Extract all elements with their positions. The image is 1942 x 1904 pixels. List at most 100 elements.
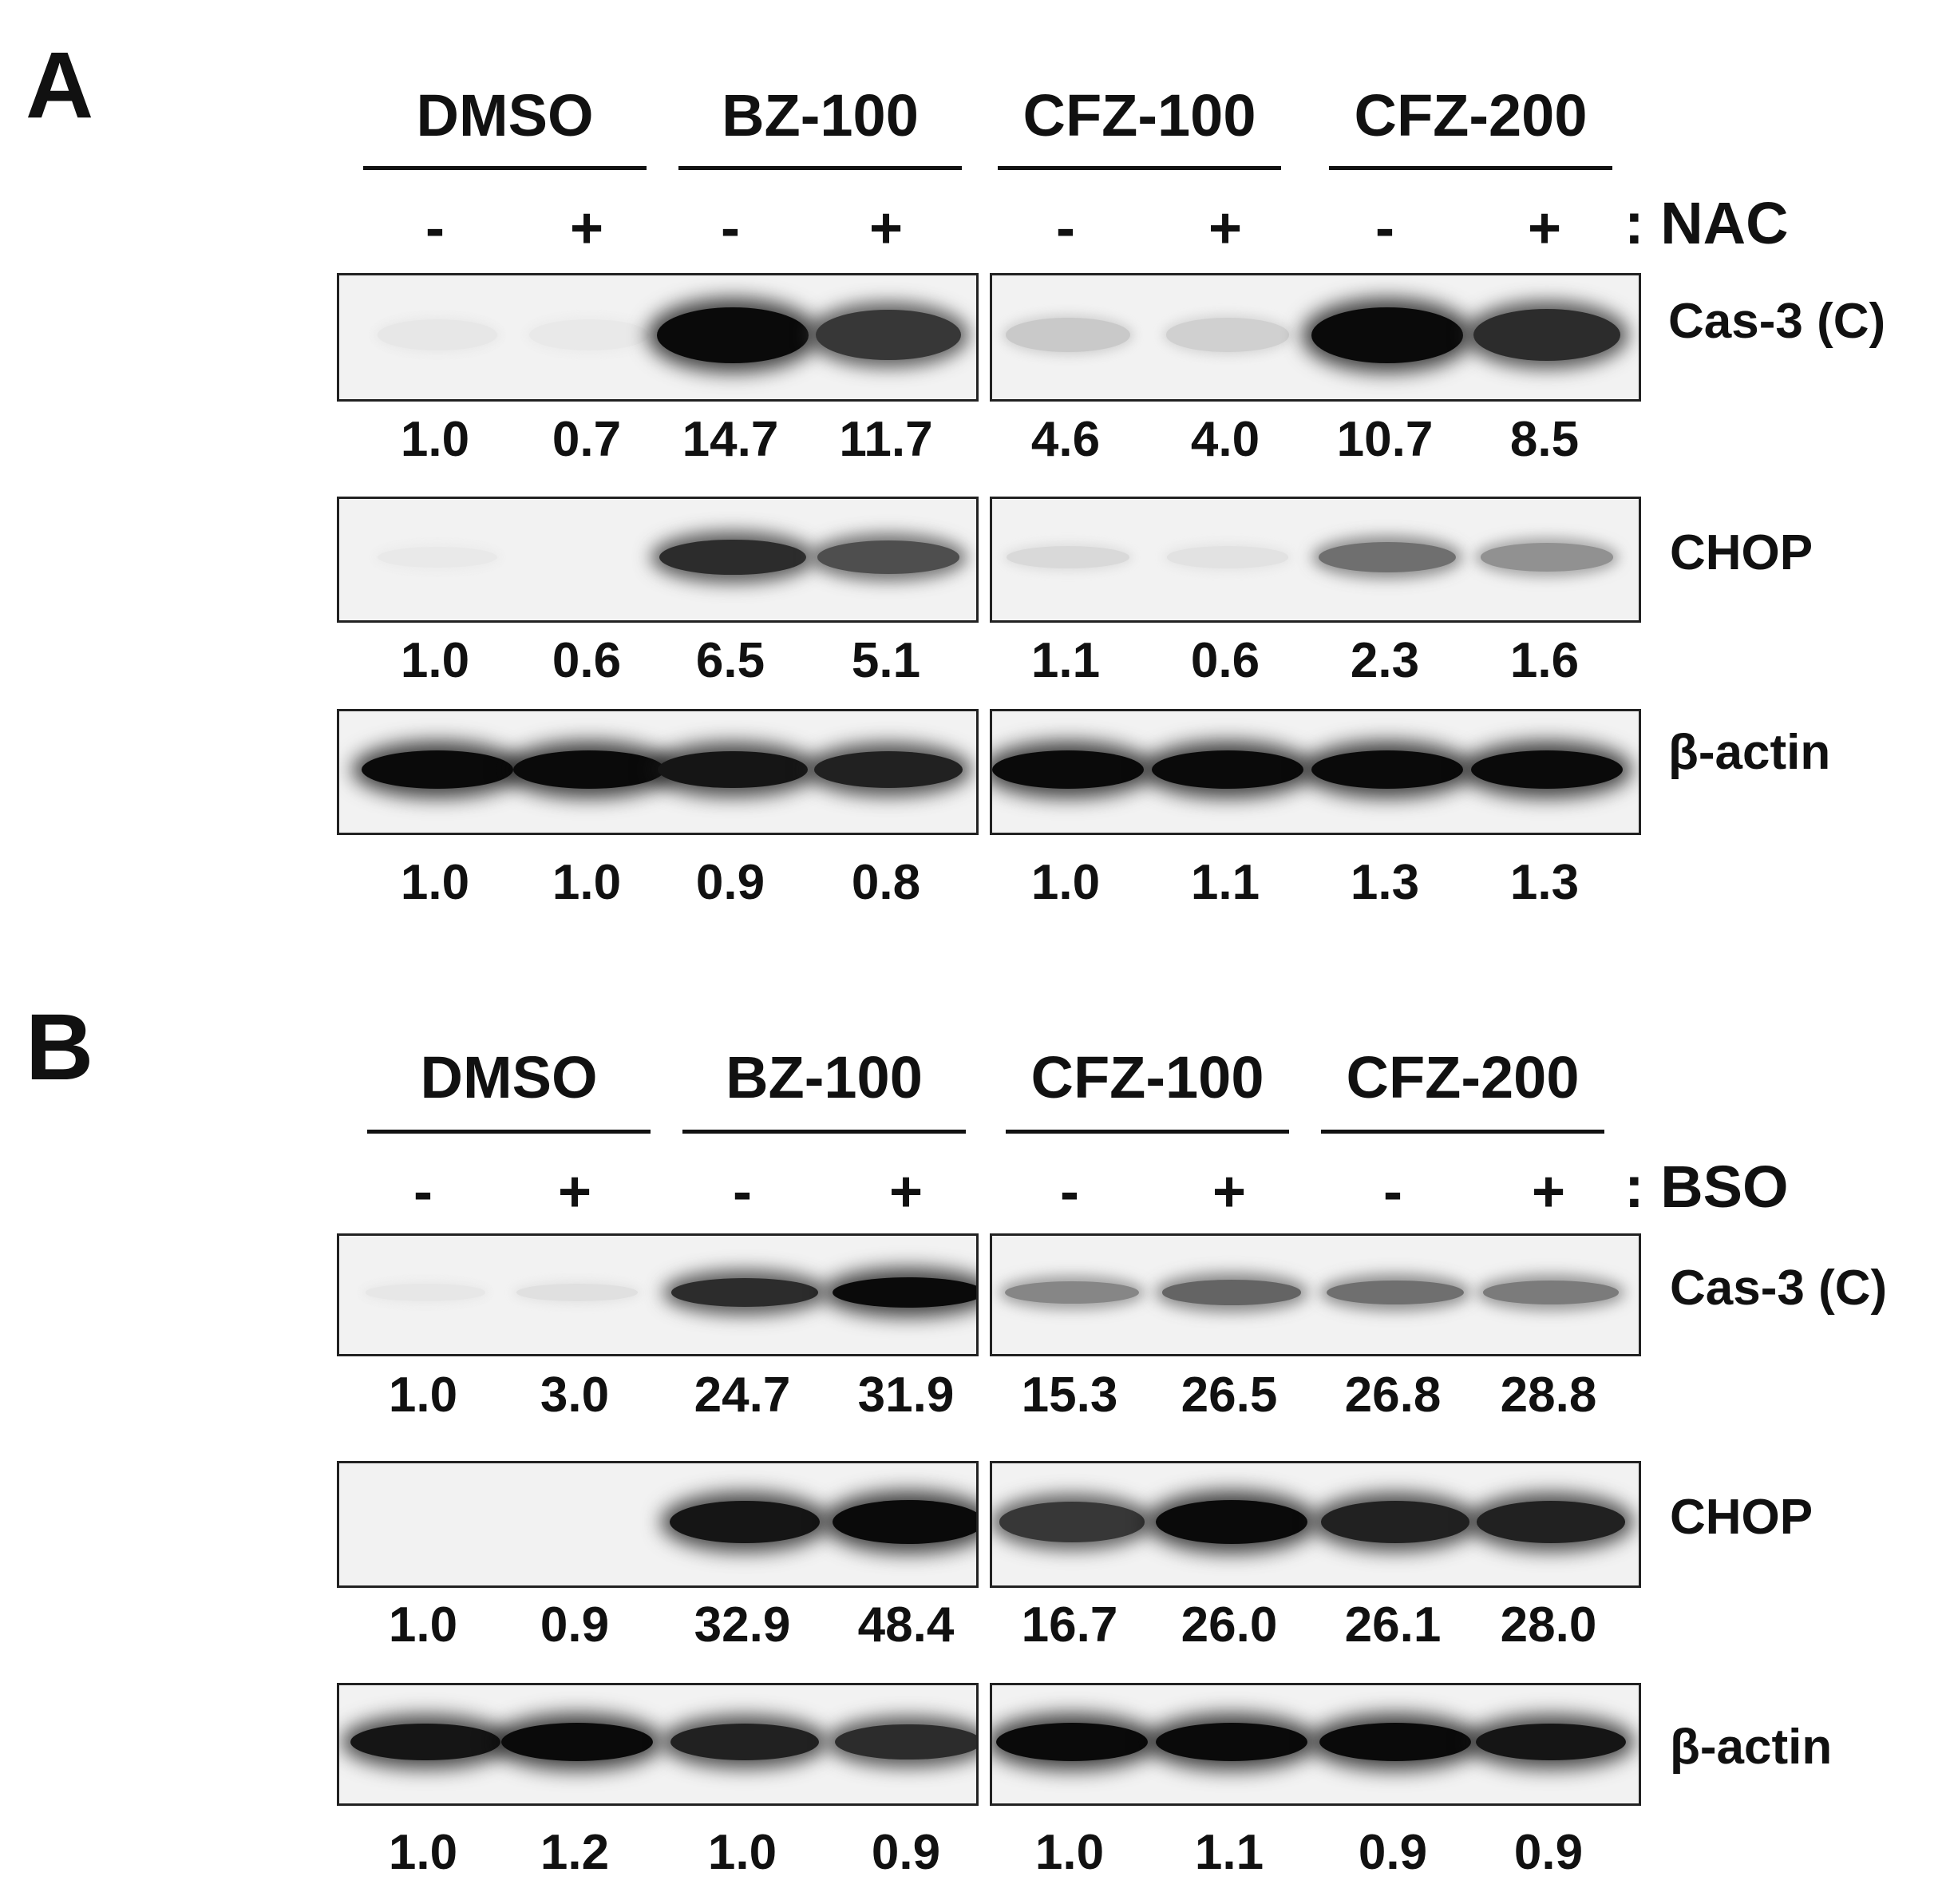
protein-band (516, 1284, 638, 1301)
blot-label: Cas-3 (C) (1670, 1261, 1888, 1316)
treatment-sign: + (1212, 1160, 1247, 1224)
protein-band (1165, 318, 1290, 352)
panel-letter: A (26, 33, 94, 138)
quantification-value: 0.6 (552, 633, 622, 688)
treatment-sign: - (425, 196, 445, 260)
protein-band (833, 1277, 976, 1308)
protein-band (1156, 1723, 1307, 1761)
quantification-value: 26.0 (1181, 1597, 1278, 1653)
protein-band (670, 1724, 819, 1760)
blot-membrane (337, 497, 979, 623)
treatment-sign: + (1208, 196, 1243, 260)
quantification-value: 2.3 (1350, 633, 1420, 688)
blot-membrane (990, 1461, 1641, 1588)
blot-membrane (990, 273, 1641, 402)
treatment-sign: - (413, 1160, 433, 1224)
treatment-label: : NAC (1624, 190, 1789, 256)
group-label: CFZ-200 (1354, 82, 1588, 148)
quantification-value: 1.2 (540, 1825, 610, 1880)
quantification-value: 14.7 (682, 412, 779, 467)
blot-membrane (990, 709, 1641, 835)
quantification-value: 1.0 (388, 1368, 458, 1423)
quantification-value: 1.0 (1034, 1825, 1105, 1880)
quantification-value: 1.0 (707, 1825, 777, 1880)
treatment-sign: - (721, 196, 740, 260)
quantification-value: 31.9 (857, 1368, 955, 1423)
protein-band (1319, 541, 1456, 573)
quantification-value: 1.1 (1030, 633, 1101, 688)
protein-band (1473, 308, 1620, 362)
quantification-value: 15.3 (1021, 1368, 1118, 1423)
group-underline (998, 166, 1281, 170)
group-label: CFZ-200 (1346, 1044, 1580, 1110)
quantification-value: 6.5 (695, 633, 765, 688)
quantification-value: 1.3 (1509, 855, 1580, 910)
protein-band (362, 750, 513, 789)
quantification-value: 10.7 (1336, 412, 1434, 467)
protein-band (1483, 1281, 1619, 1304)
treatment-sign: - (1383, 1160, 1402, 1224)
blot-membrane (337, 1683, 979, 1806)
quantification-value: 26.5 (1181, 1368, 1278, 1423)
quantification-value: 1.0 (388, 1597, 458, 1653)
protein-band (1162, 1280, 1301, 1305)
quantification-value: 0.9 (871, 1825, 941, 1880)
group-underline (678, 166, 962, 170)
quantification-value: 24.7 (694, 1368, 791, 1423)
treatment-sign: + (888, 1160, 924, 1224)
protein-band (816, 309, 961, 361)
blot-membrane (337, 273, 979, 402)
quantification-value: 1.0 (400, 412, 470, 467)
blot-membrane (337, 1461, 979, 1588)
treatment-sign: - (1375, 196, 1394, 260)
treatment-sign: - (1060, 1160, 1079, 1224)
group-underline (367, 1130, 651, 1134)
blot-membrane (990, 497, 1641, 623)
group-label: CFZ-100 (1030, 1044, 1264, 1110)
protein-band (1005, 1281, 1139, 1304)
protein-band (659, 539, 806, 576)
protein-band (817, 540, 959, 574)
protein-band (657, 307, 809, 363)
quantification-value: 0.9 (1358, 1825, 1428, 1880)
group-label: DMSO (416, 82, 594, 148)
quantification-value: 0.9 (540, 1597, 610, 1653)
quantification-value: 26.1 (1344, 1597, 1442, 1653)
protein-band (1156, 1500, 1307, 1544)
quantification-value: 1.0 (400, 633, 470, 688)
group-label: CFZ-100 (1022, 82, 1256, 148)
protein-band (1152, 750, 1303, 789)
group-underline (1321, 1130, 1604, 1134)
protein-band (1167, 546, 1288, 568)
blot-label: β-actin (1670, 1720, 1833, 1775)
group-label: DMSO (420, 1044, 598, 1110)
protein-band (513, 750, 665, 789)
quantification-value: 0.7 (552, 412, 622, 467)
protein-band (1006, 317, 1130, 353)
protein-band (992, 750, 1144, 789)
quantification-value: 11.7 (839, 412, 933, 467)
protein-band (835, 1724, 976, 1760)
quantification-value: 48.4 (857, 1597, 955, 1653)
group-underline (1006, 1130, 1289, 1134)
quantification-value: 4.6 (1030, 412, 1101, 467)
protein-band (377, 319, 498, 351)
protein-band (814, 751, 963, 788)
protein-band (999, 1502, 1145, 1542)
panel-b: B DMSO BZ-100 CFZ-100 CFZ-200 - + - + - + - +: BSO Ca… (0, 962, 1942, 1904)
protein-band (1007, 545, 1129, 569)
treatment-sign: + (1531, 1160, 1566, 1224)
quantification-value: 1.0 (388, 1825, 458, 1880)
protein-band (377, 546, 498, 568)
group-underline (682, 1130, 966, 1134)
protein-band (670, 1500, 820, 1544)
panel-a: A DMSO BZ-100 CFZ-100 CFZ-200 - + - + - + - +: NAC Ca… (0, 0, 1942, 942)
panel-letter: B (26, 995, 94, 1100)
blot-membrane (990, 1233, 1641, 1356)
protein-band (350, 1723, 500, 1761)
protein-band (1481, 543, 1613, 572)
treatment-sign: - (733, 1160, 752, 1224)
blot-label: CHOP (1670, 525, 1813, 580)
protein-band (1311, 307, 1463, 363)
blot-membrane (337, 709, 979, 835)
